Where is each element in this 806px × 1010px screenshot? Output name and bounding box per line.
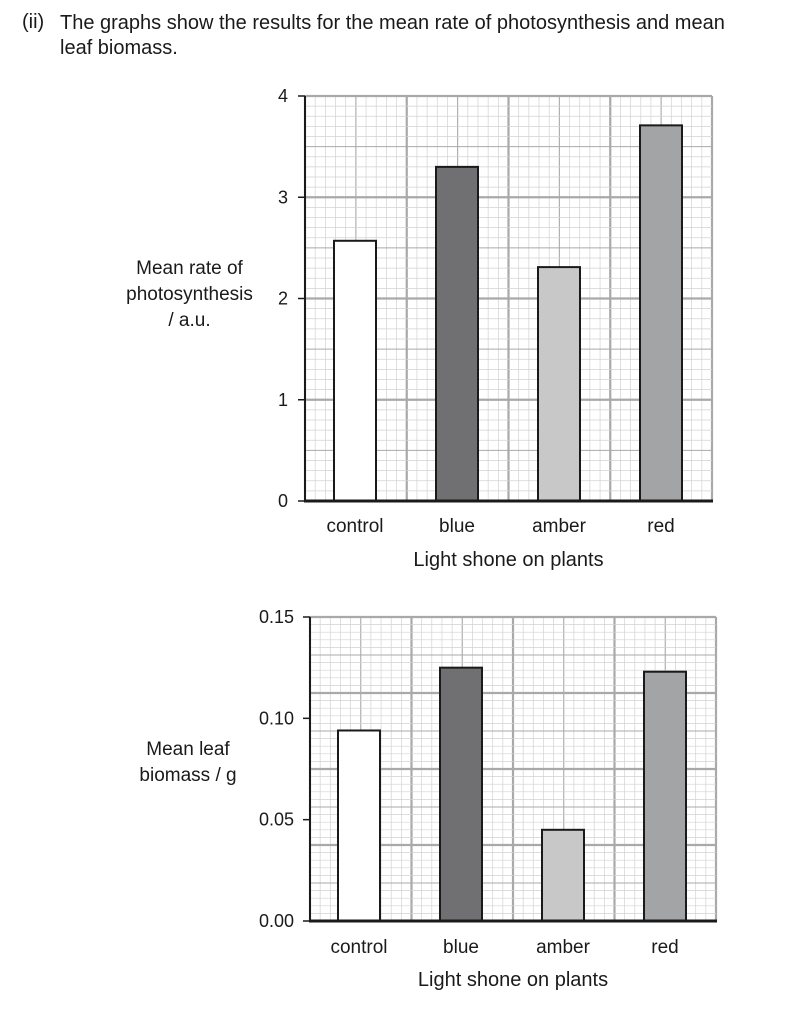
- y-axis-label-line: biomass / g: [139, 765, 237, 786]
- x-axis-title: Light shone on plants: [413, 549, 603, 571]
- x-axis-title: Light shone on plants: [418, 969, 608, 991]
- chart-1: 0.00 0.05 0.10 0.15 control blue amber red Light…: [259, 607, 718, 991]
- question-number: (ii): [22, 11, 45, 33]
- x-tick-label-amber: amber: [536, 937, 591, 958]
- y-tick-label: 0: [278, 491, 288, 511]
- y-tick-label: 0.10: [259, 708, 294, 728]
- y-axis-label-line: Mean rate of: [136, 258, 243, 279]
- bar-amber: [537, 266, 581, 502]
- y-tick-label: 0.05: [259, 810, 294, 830]
- bar-blue: [439, 666, 483, 923]
- y-axis-label-line: Mean leaf: [146, 739, 230, 760]
- bar-blue: [435, 165, 479, 502]
- x-tick-label-red: red: [647, 516, 674, 537]
- x-tick-label-blue: blue: [443, 937, 479, 958]
- y-tick-label: 0.00: [259, 911, 294, 931]
- bar-red: [639, 124, 683, 503]
- bar-amber: [541, 828, 585, 922]
- y-axis-label-biomass: Mean leaf biomass / g: [118, 737, 258, 789]
- bar-control: [333, 239, 377, 502]
- x-tick-label-amber: amber: [532, 516, 587, 537]
- y-tick-label: 4: [278, 86, 288, 106]
- y-tick-label: 0.15: [259, 607, 294, 627]
- bar-control: [337, 729, 381, 923]
- y-tick-label: 2: [278, 289, 288, 309]
- y-tick-label: 3: [278, 187, 288, 207]
- y-axis-label-line: photosynthesis: [126, 284, 253, 305]
- x-tick-label-red: red: [651, 937, 678, 958]
- y-axis-label-line: / a.u.: [168, 310, 211, 331]
- x-tick-label-control: control: [326, 516, 383, 537]
- x-tick-label-control: control: [330, 937, 387, 958]
- question-text-line-2: leaf biomass.: [60, 37, 178, 59]
- question-text-line-1: The graphs show the results for the mean…: [60, 12, 725, 34]
- bar-red: [643, 670, 687, 922]
- chart-0: 0 1 2 3 4 control blue amber red Light shone on p…: [278, 86, 714, 571]
- x-tick-label-blue: blue: [439, 516, 475, 537]
- y-axis-label-photosynthesis: Mean rate of photosynthesis / a.u.: [112, 256, 267, 334]
- y-tick-label: 1: [278, 390, 288, 410]
